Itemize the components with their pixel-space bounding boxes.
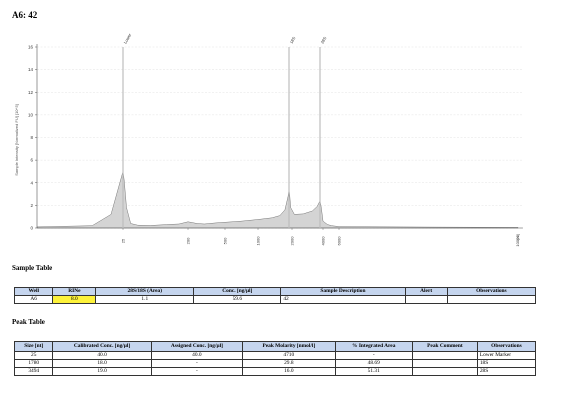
x-tick-label: 6000 — [337, 236, 342, 246]
table-cell: 18.0 — [52, 358, 152, 368]
table-header-cell: RINe — [52, 287, 97, 296]
table-cell: 1780 — [13, 358, 54, 368]
x-tick-label: 2000 — [290, 236, 295, 246]
table-row: 3494 19.0-16.0 51.31 28S — [13, 366, 537, 376]
table-cell: 42 — [280, 295, 406, 304]
peak-label: 28S — [320, 36, 328, 45]
table-cell: 40.0 — [150, 350, 244, 360]
table-cell: - — [150, 366, 244, 376]
table-header-cell: Peak Molarity [nmol/l] — [242, 341, 336, 352]
table-cell — [411, 350, 478, 360]
table-header-cell: Well — [13, 287, 54, 296]
table-cell: 8.0 — [52, 295, 97, 304]
table-row: 25 40.0 40.0 4710- Lower Marker — [13, 350, 537, 360]
y-tick-labels: 0 2 4 6 8 10 12 14 16 — [28, 45, 37, 231]
page-title: A6: 42 — [12, 10, 38, 20]
x-axis-unit-label: [nt] — [515, 234, 520, 240]
table-header-cell: Calibrated Conc. [ng/µl] — [52, 341, 152, 352]
table-header-cell: Assigned Conc. [ng/µl] — [150, 341, 244, 352]
table-header-cell: Sample Description — [280, 287, 406, 296]
series-area — [36, 171, 519, 229]
table-cell: 1.1 — [95, 295, 195, 304]
table-cell: A6 — [13, 295, 54, 304]
y-tick-label: 10 — [28, 112, 34, 117]
y-axis-label: Sample Intensity [Normalized FU] [10^3] — [14, 104, 19, 175]
table-cell: 48.69 — [334, 358, 413, 368]
table-cell: 59.6 — [193, 295, 282, 304]
table-cell: 3494 — [13, 366, 54, 376]
x-tick-label: 1000 — [256, 236, 261, 246]
table-cell: - — [334, 350, 413, 360]
y-tick-label: 12 — [28, 90, 34, 95]
table-cell — [404, 295, 448, 304]
table-cell — [411, 366, 478, 376]
peak-table: Size [nt] Calibrated Conc. [ng/µl] Assigne… — [13, 341, 537, 376]
table-cell — [411, 358, 478, 368]
peak-table-heading: Peak Table — [12, 318, 45, 326]
table-header-cell: Observations — [446, 287, 537, 296]
table-cell: 40.0 — [52, 350, 152, 360]
table-header-cell: Alert — [404, 287, 448, 296]
table-cell: 16.0 — [242, 366, 336, 376]
table-cell: Lower Marker — [476, 350, 537, 360]
x-tick-labels: 25 200 500 1000 2000 4000 6000 10000 — [121, 228, 520, 247]
peak-markers: Lower 18S 28S — [122, 32, 328, 228]
chart-area-series — [36, 171, 519, 229]
electropherogram-chart: 0 2 4 6 8 10 12 14 16 25 200 500 1000 2000 4000 6000 10… — [14, 32, 523, 247]
table-row: A6 8.0 1.1 59.6 42 — [13, 295, 537, 304]
table-row: 1780 18.0-29.8 48.69 18S — [13, 358, 537, 368]
table-cell: 19.0 — [52, 366, 152, 376]
x-tick-label: 10000 — [515, 235, 520, 247]
x-tick-label: 4000 — [321, 236, 326, 246]
table-cell: 28S — [476, 366, 537, 376]
table-header-cell: 28S/18S (Area) — [95, 287, 195, 296]
table-header-cell: Conc. [ng/µl] — [193, 287, 282, 296]
table-cell: 25 — [13, 350, 54, 360]
sample-table-heading: Sample Table — [12, 264, 53, 272]
y-tick-label: 16 — [28, 45, 34, 50]
y-tick-label: 6 — [30, 158, 33, 163]
table-header-cell: Size [nt] — [13, 341, 54, 352]
y-tick-label: 2 — [30, 203, 33, 208]
table-cell: 18S — [476, 358, 537, 368]
y-tick-label: 4 — [30, 180, 33, 185]
y-tick-label: 0 — [30, 226, 33, 231]
table-cell — [446, 295, 537, 304]
chart-axes — [36, 44, 523, 229]
table-header-cell: Peak Comment — [411, 341, 478, 352]
chart-grid — [37, 46, 523, 229]
x-tick-label: 500 — [223, 237, 228, 244]
y-tick-label: 8 — [30, 135, 33, 140]
x-tick-label: 25 — [121, 238, 126, 243]
x-tick-label: 200 — [186, 237, 191, 244]
table-cell: 4710 — [242, 350, 336, 360]
table-cell: 51.31 — [334, 366, 413, 376]
peak-label: Lower — [123, 32, 133, 45]
y-tick-label: 14 — [28, 67, 34, 72]
table-cell: 29.8 — [242, 358, 336, 368]
table-header-cell: Observations — [476, 341, 537, 352]
sample-table: Well RINe 28S/18S (Area) Conc. [ng/µl] Sampl… — [13, 287, 537, 304]
table-cell: - — [150, 358, 244, 368]
table-header-cell: % Integrated Area — [334, 341, 413, 352]
peak-label: 18S — [289, 36, 297, 45]
